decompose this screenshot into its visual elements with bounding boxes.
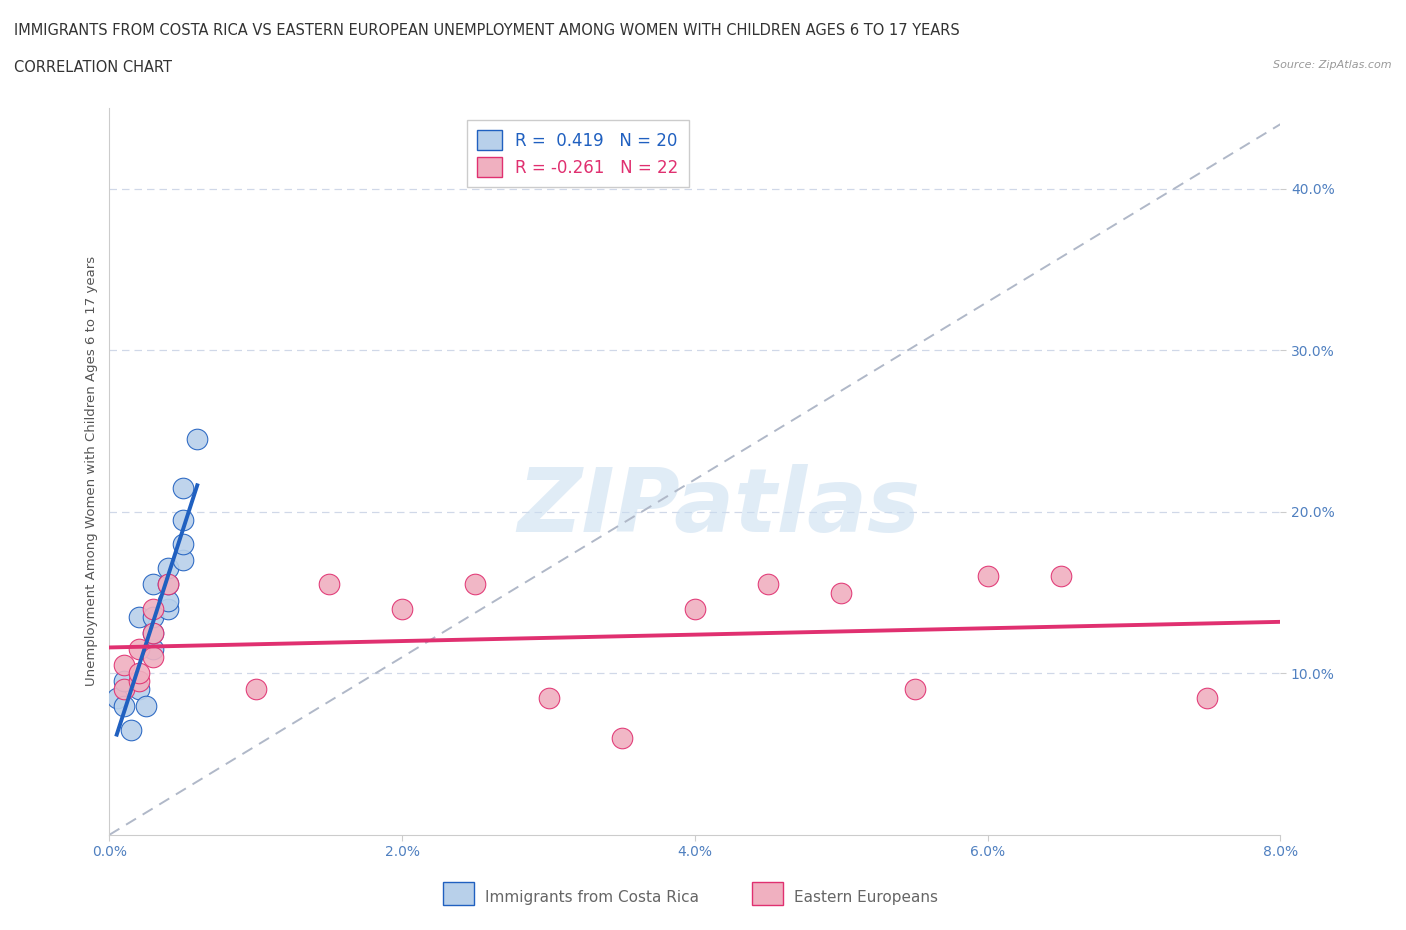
Point <box>156 577 179 591</box>
Point <box>683 601 706 616</box>
Point <box>120 723 142 737</box>
Point <box>610 730 633 745</box>
Point <box>142 626 165 641</box>
Point <box>318 577 340 591</box>
Point <box>142 650 165 665</box>
Point <box>537 690 560 705</box>
Text: Source: ZipAtlas.com: Source: ZipAtlas.com <box>1274 60 1392 71</box>
Y-axis label: Unemployment Among Women with Children Ages 6 to 17 years: Unemployment Among Women with Children A… <box>86 257 98 686</box>
Point <box>464 577 486 591</box>
Point <box>112 658 135 672</box>
Text: IMMIGRANTS FROM COSTA RICA VS EASTERN EUROPEAN UNEMPLOYMENT AMONG WOMEN WITH CHI: IMMIGRANTS FROM COSTA RICA VS EASTERN EU… <box>14 23 960 38</box>
Text: CORRELATION CHART: CORRELATION CHART <box>14 60 172 75</box>
Point <box>128 642 150 657</box>
Point <box>142 577 165 591</box>
Point <box>105 690 128 705</box>
Point <box>112 682 135 697</box>
Point <box>156 561 179 576</box>
Point <box>756 577 779 591</box>
Point <box>976 569 998 584</box>
Point <box>391 601 413 616</box>
Legend: R =  0.419   N = 20, R = -0.261   N = 22: R = 0.419 N = 20, R = -0.261 N = 22 <box>467 120 689 187</box>
Point <box>245 682 267 697</box>
Point <box>128 609 150 624</box>
Point <box>830 585 852 600</box>
Point <box>172 480 194 495</box>
Point <box>112 674 135 689</box>
Point <box>135 698 157 713</box>
Text: ZIPatlas: ZIPatlas <box>517 464 920 551</box>
Point <box>186 432 208 446</box>
Point <box>1050 569 1073 584</box>
Point <box>172 537 194 551</box>
Point <box>142 642 165 657</box>
Point <box>128 682 150 697</box>
Text: Immigrants from Costa Rica: Immigrants from Costa Rica <box>485 890 699 905</box>
Point <box>156 601 179 616</box>
Point <box>172 552 194 567</box>
Point <box>1197 690 1219 705</box>
Point <box>172 512 194 527</box>
Point <box>156 577 179 591</box>
Point <box>903 682 925 697</box>
Text: Eastern Europeans: Eastern Europeans <box>794 890 938 905</box>
Point <box>156 593 179 608</box>
Point <box>128 666 150 681</box>
Point <box>142 626 165 641</box>
Point <box>112 698 135 713</box>
Point <box>142 609 165 624</box>
Point <box>128 674 150 689</box>
Point <box>142 601 165 616</box>
